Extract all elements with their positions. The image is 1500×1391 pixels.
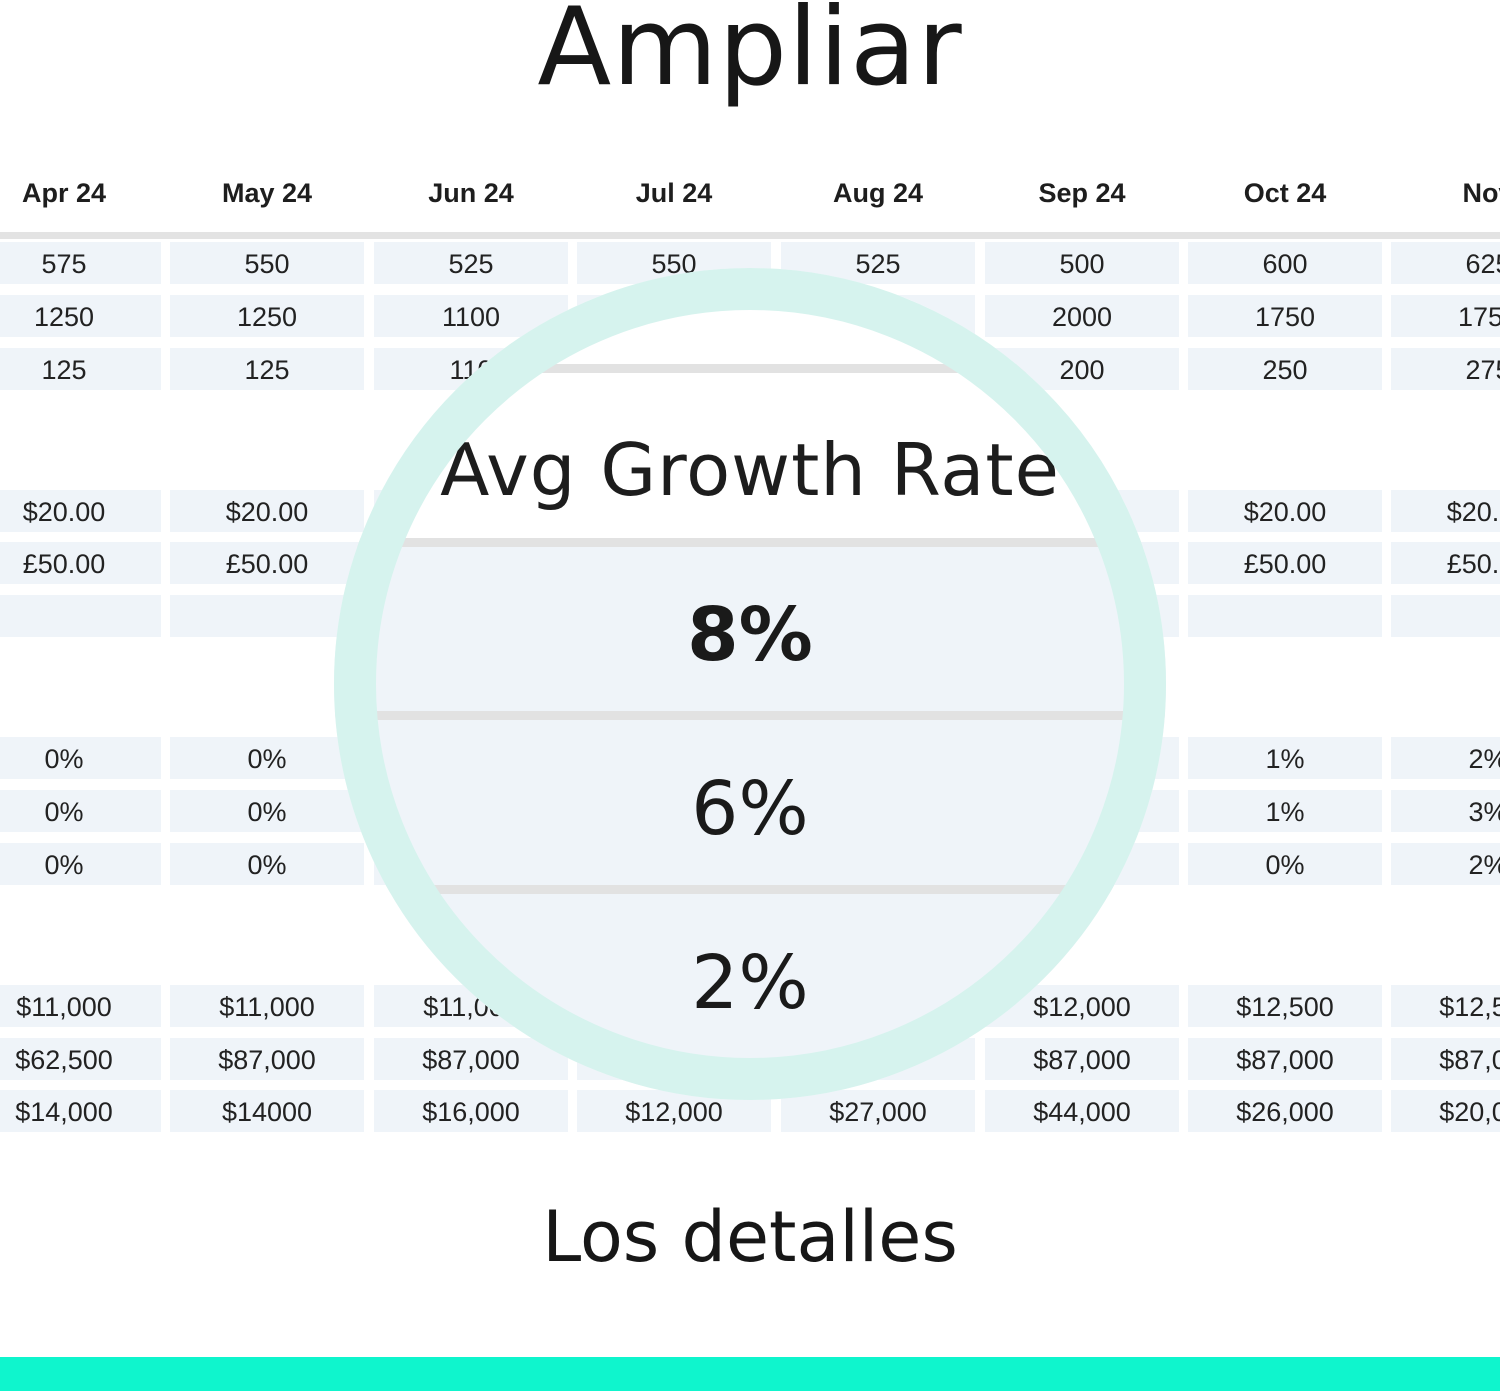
table-cell[interactable]: 600 xyxy=(1188,242,1382,284)
table-cell[interactable]: 1250 xyxy=(170,295,364,337)
table-cell[interactable]: 1% xyxy=(1188,737,1382,779)
table-cell[interactable]: 0% xyxy=(1188,843,1382,885)
table-cell[interactable]: 0% xyxy=(0,737,161,779)
table-cell[interactable]: 1750 xyxy=(1188,295,1382,337)
table-cell[interactable]: 1250 xyxy=(0,295,161,337)
table-cell[interactable]: $20.00 xyxy=(1391,490,1500,532)
table-cell[interactable]: 1750 xyxy=(1391,295,1500,337)
lens-divider xyxy=(334,885,1166,894)
month-header: Oct 24 xyxy=(1243,178,1327,208)
growth-value-3: 2% xyxy=(691,940,809,1026)
table-cell[interactable]: $26,000 xyxy=(1188,1090,1382,1132)
table-cell[interactable]: 275 xyxy=(1391,348,1500,390)
table-cell[interactable]: 575 xyxy=(0,242,161,284)
table-cell[interactable]: $14,000 xyxy=(0,1090,161,1132)
header-divider xyxy=(0,232,1500,239)
month-header: Jun 24 xyxy=(428,178,514,208)
accent-bar xyxy=(0,1357,1500,1391)
table-cell[interactable]: 0% xyxy=(0,790,161,832)
table-cell[interactable] xyxy=(1391,595,1500,637)
table-cell[interactable]: £50.00 xyxy=(1391,542,1500,584)
month-header: Aug 24 xyxy=(832,178,924,208)
table-cell[interactable]: 2% xyxy=(1391,843,1500,885)
table-cell[interactable]: £50.00 xyxy=(0,542,161,584)
table-cell[interactable]: $11,000 xyxy=(170,985,364,1027)
table-cell[interactable] xyxy=(1188,595,1382,637)
table-cell[interactable]: 0% xyxy=(170,790,364,832)
table-cell[interactable]: $20.00 xyxy=(1188,490,1382,532)
lens-divider xyxy=(334,711,1166,720)
table-cell[interactable] xyxy=(170,595,364,637)
table-cell[interactable]: 625 xyxy=(1391,242,1500,284)
table-cell[interactable]: 250 xyxy=(1188,348,1382,390)
month-header: May 24 xyxy=(221,178,313,208)
table-cell[interactable]: $20.00 xyxy=(170,490,364,532)
page-title: Ampliar xyxy=(537,0,963,110)
table-cell[interactable]: $20.00 xyxy=(0,490,161,532)
table-cell[interactable]: $11,000 xyxy=(0,985,161,1027)
lens-cell xyxy=(334,547,1166,711)
growth-value-1: 8% xyxy=(687,592,813,678)
month-header: Nov xyxy=(1462,178,1500,208)
details-heading: Los detalles xyxy=(542,1196,958,1278)
table-cell[interactable]: 0% xyxy=(170,843,364,885)
table-cell[interactable]: 2% xyxy=(1391,737,1500,779)
table-cell[interactable]: $87,000 xyxy=(1188,1038,1382,1080)
growth-value-2: 6% xyxy=(691,766,809,852)
table-cell[interactable]: $87,000 xyxy=(170,1038,364,1080)
table-cell[interactable]: $12,500 xyxy=(1391,985,1500,1027)
month-header: Sep 24 xyxy=(1038,178,1126,208)
table-cell[interactable]: 3% xyxy=(1391,790,1500,832)
lens-cell xyxy=(334,720,1166,885)
table-cell[interactable]: $62,500 xyxy=(0,1038,161,1080)
table-cell[interactable]: 1% xyxy=(1188,790,1382,832)
table-cell[interactable]: $14000 xyxy=(170,1090,364,1132)
table-cell[interactable] xyxy=(0,595,161,637)
table-cell[interactable]: $87,000 xyxy=(1391,1038,1500,1080)
table-cell[interactable]: 550 xyxy=(170,242,364,284)
table-cell[interactable]: $12,500 xyxy=(1188,985,1382,1027)
table-cell[interactable]: £50.00 xyxy=(170,542,364,584)
table-cell[interactable]: 125 xyxy=(170,348,364,390)
table-cell[interactable]: 0% xyxy=(170,737,364,779)
lens-divider xyxy=(334,538,1166,547)
table-cell[interactable]: 125 xyxy=(0,348,161,390)
avg-growth-rate-label: Avg Growth Rate xyxy=(440,428,1060,512)
lens-divider xyxy=(334,364,1166,373)
table-cell[interactable]: $20,000 xyxy=(1391,1090,1500,1132)
month-header: Apr 24 xyxy=(21,178,107,208)
magnifier-lens: Avg Growth Rate 8% 6% 2% xyxy=(334,268,1166,1100)
table-cell[interactable]: 0% xyxy=(0,843,161,885)
month-header: Jul 24 xyxy=(635,178,713,208)
table-cell[interactable]: £50.00 xyxy=(1188,542,1382,584)
